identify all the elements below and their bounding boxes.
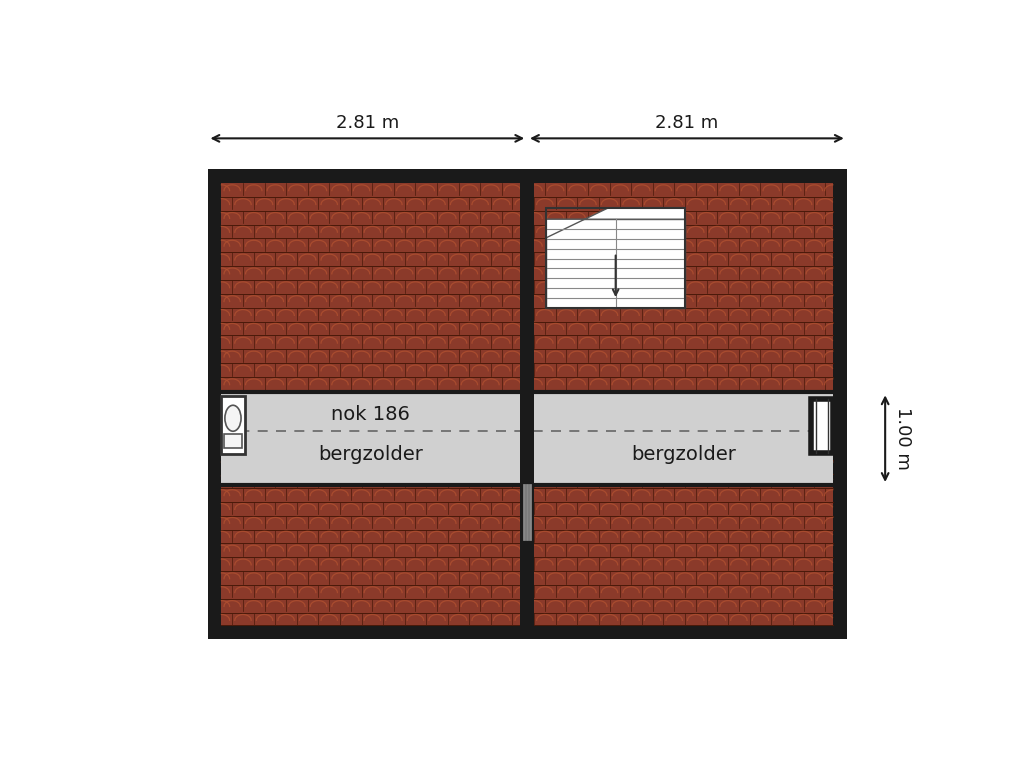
Ellipse shape xyxy=(225,406,241,432)
Bar xyxy=(221,396,245,454)
Text: 1.00 m: 1.00 m xyxy=(894,407,912,470)
Bar xyxy=(811,399,833,452)
Bar xyxy=(520,169,535,639)
Bar xyxy=(221,183,833,625)
Text: bergzolder: bergzolder xyxy=(631,445,736,464)
Text: 2.81 m: 2.81 m xyxy=(655,114,719,132)
Bar xyxy=(547,207,685,308)
Text: bergzolder: bergzolder xyxy=(318,445,423,464)
Text: nok 186: nok 186 xyxy=(332,405,411,424)
Text: 2.81 m: 2.81 m xyxy=(336,114,399,132)
Polygon shape xyxy=(547,207,685,237)
Bar xyxy=(224,434,242,449)
Bar xyxy=(221,392,520,485)
Bar xyxy=(208,169,847,639)
Bar xyxy=(547,219,685,308)
Bar xyxy=(535,392,833,485)
